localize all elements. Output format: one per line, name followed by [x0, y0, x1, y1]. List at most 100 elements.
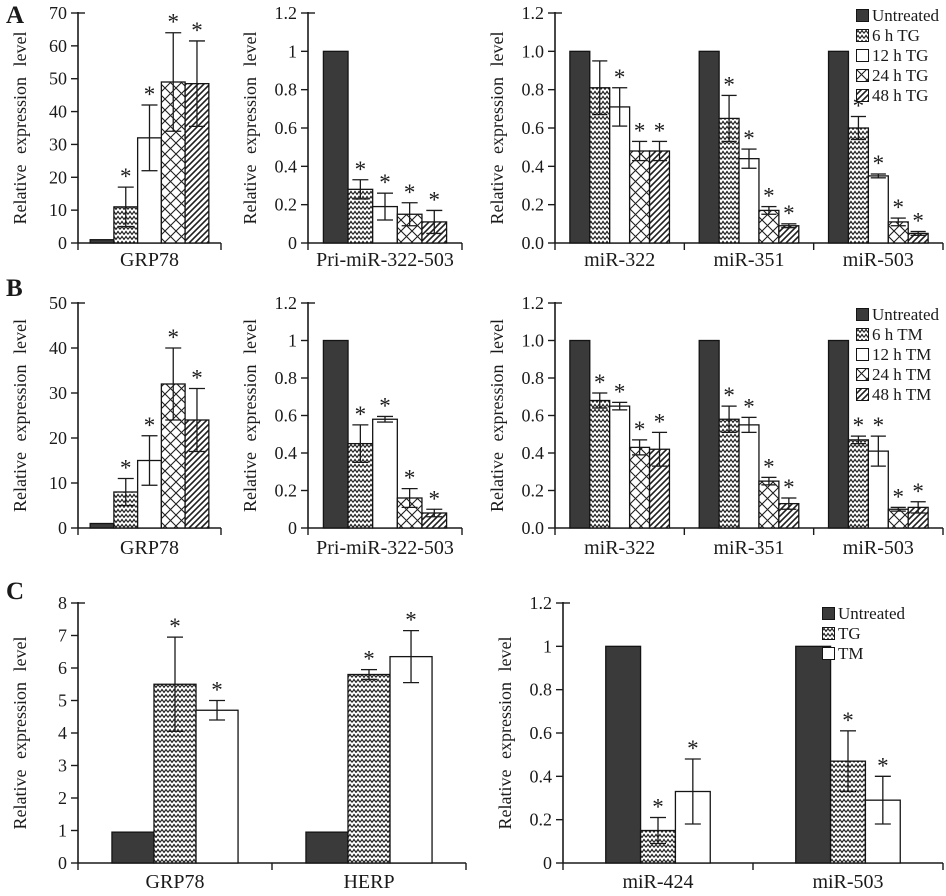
chart-b-pri-mir: 0 0.2 0.4 0.6 0.8 1 1.2 * * * * Pri-miR-322-503 Rela…: [240, 293, 463, 559]
y-tick-label: 50: [49, 69, 67, 89]
y-tick-label: 0.8: [275, 80, 298, 100]
y-tick-label: 1: [543, 636, 552, 656]
legend-label: 24 h TG: [872, 66, 929, 85]
bar-Pri-miR-322-503-Untreated: [322, 50, 349, 244]
significance-asterisk: *: [893, 195, 905, 220]
y-tick-label: 3: [58, 756, 67, 776]
y-tick-label: 40: [49, 338, 67, 358]
chart-b-grp78: 0 10 20 30 40 50 * * * * GRP78 Relative expression …: [10, 293, 222, 559]
significance-asterisk: *: [723, 72, 735, 97]
significance-asterisk: *: [120, 456, 132, 481]
y-tick-label: 0.8: [522, 80, 545, 100]
y-tick-label: 10: [49, 473, 67, 493]
panel-label-c: C: [6, 578, 25, 605]
y-tick-label: 0.4: [522, 443, 545, 463]
significance-asterisk: *: [783, 201, 795, 226]
y-tick-label: 1.2: [522, 3, 545, 23]
significance-asterisk: *: [877, 753, 889, 778]
legend-item: 6 h TM: [856, 325, 939, 344]
bar-miR-424-Untreated: [605, 645, 642, 864]
bar-miR-322-Untreated: [569, 50, 591, 244]
legend-swatch-open: [856, 49, 869, 62]
y-tick-label: 40: [49, 102, 67, 122]
legend-swatch-open: [856, 348, 869, 361]
significance-asterisk: *: [191, 18, 203, 43]
y-tick-label: 0.2: [275, 481, 298, 501]
bar-miR-503-6-h-TM: [847, 439, 870, 529]
significance-asterisk: *: [873, 413, 885, 438]
significance-asterisk: *: [120, 164, 132, 189]
significance-asterisk: *: [853, 94, 865, 119]
bar-miR-322-12-h-TM: [609, 405, 631, 529]
y-tick-label: 0.6: [530, 723, 553, 743]
y-tick-label: 0.6: [522, 118, 545, 138]
legend-label: 6 h TG: [872, 26, 920, 45]
significance-asterisk: *: [842, 708, 854, 733]
x-category-label: miR-424: [622, 871, 693, 893]
y-tick-label: 7: [58, 626, 67, 646]
y-tick-label: 30: [49, 134, 67, 154]
bar-miR-503-Untreated: [827, 339, 850, 529]
bar-HERP-TM: [389, 655, 433, 864]
y-tick-label: 8: [58, 593, 67, 613]
y-tick-label: 0.4: [522, 156, 545, 176]
significance-asterisk: *: [355, 157, 367, 182]
y-tick-label: 0: [58, 233, 67, 253]
y-axis-label: Relative expression level: [10, 637, 30, 830]
significance-asterisk: *: [404, 180, 416, 205]
y-tick-label: 1: [288, 331, 297, 351]
y-tick-label: 20: [49, 167, 67, 187]
legend-swatch-open: [822, 647, 835, 660]
bar-Pri-miR-322-503-6-h-TG: [347, 188, 374, 244]
x-category-label: Pri-miR-322-503: [316, 537, 454, 559]
bar-miR-322-48-h-TG: [648, 150, 671, 244]
legend-a: Untreated 6 h TG 12 h TG 24 h TG 48 h TG: [856, 6, 939, 105]
significance-asterisk: *: [743, 394, 755, 419]
legend-item: 12 h TM: [856, 345, 939, 364]
legend-swatch-solid: [822, 607, 835, 620]
significance-asterisk: *: [211, 678, 223, 703]
significance-asterisk: *: [191, 366, 203, 391]
legend-label: TM: [838, 644, 864, 663]
significance-asterisk: *: [167, 325, 179, 350]
chart-a-mature-mirs: 0.0 0.2 0.4 0.6 0.8 1.0 1.2 * * * miR-322 * * * * miR-3…: [487, 3, 944, 271]
legend-swatch-weave: [856, 29, 869, 42]
x-category-label: GRP78: [120, 249, 179, 271]
x-category-label: miR-503: [843, 537, 914, 559]
panel-c: C 0 1 2 3 4 5 6 7 8 * * GRP78 * * HERP Relative express…: [0, 568, 946, 896]
x-category-label: miR-322: [584, 249, 655, 271]
y-tick-label: 1.2: [522, 293, 545, 313]
y-tick-label: 5: [58, 691, 67, 711]
y-axis-label: Relative expression level: [487, 319, 507, 512]
bar-miR-322-Untreated: [569, 339, 591, 529]
x-category-label: miR-351: [713, 537, 784, 559]
y-tick-label: 0.6: [275, 118, 298, 138]
significance-asterisk: *: [429, 486, 441, 511]
bar-GRP78-Untreated: [89, 239, 115, 244]
y-tick-label: 0: [58, 853, 67, 873]
significance-asterisk: *: [169, 614, 181, 639]
y-axis-label: Relative expression level: [10, 32, 30, 225]
significance-asterisk: *: [723, 383, 735, 408]
bar-miR-322-12-h-TG: [609, 106, 631, 244]
significance-asterisk: *: [405, 608, 417, 633]
legend-item: TG: [822, 624, 905, 643]
chart-c-mirs: 0 0.2 0.4 0.6 0.8 1 1.2 * * miR-424 * * miR-503 Relat…: [495, 593, 944, 893]
bar-miR-503-6-h-TG: [847, 127, 870, 244]
x-category-label: Pri-miR-322-503: [316, 249, 454, 271]
bar-GRP78-TM: [195, 709, 239, 864]
legend-item: TM: [822, 644, 905, 663]
legend-swatch-solid: [856, 308, 869, 321]
legend-item: Untreated: [822, 604, 905, 623]
x-category-label: miR-322: [584, 537, 655, 559]
y-tick-label: 0.4: [275, 443, 298, 463]
legend-item: 6 h TG: [856, 26, 939, 45]
legend-label: TG: [838, 624, 861, 643]
y-tick-label: 0: [543, 853, 552, 873]
y-tick-label: 0: [288, 518, 297, 538]
panel-label-a: A: [6, 2, 25, 29]
significance-asterisk: *: [912, 209, 924, 234]
y-tick-label: 0.8: [275, 368, 298, 388]
y-tick-label: 0.2: [522, 481, 545, 501]
y-tick-label: 50: [49, 293, 67, 313]
